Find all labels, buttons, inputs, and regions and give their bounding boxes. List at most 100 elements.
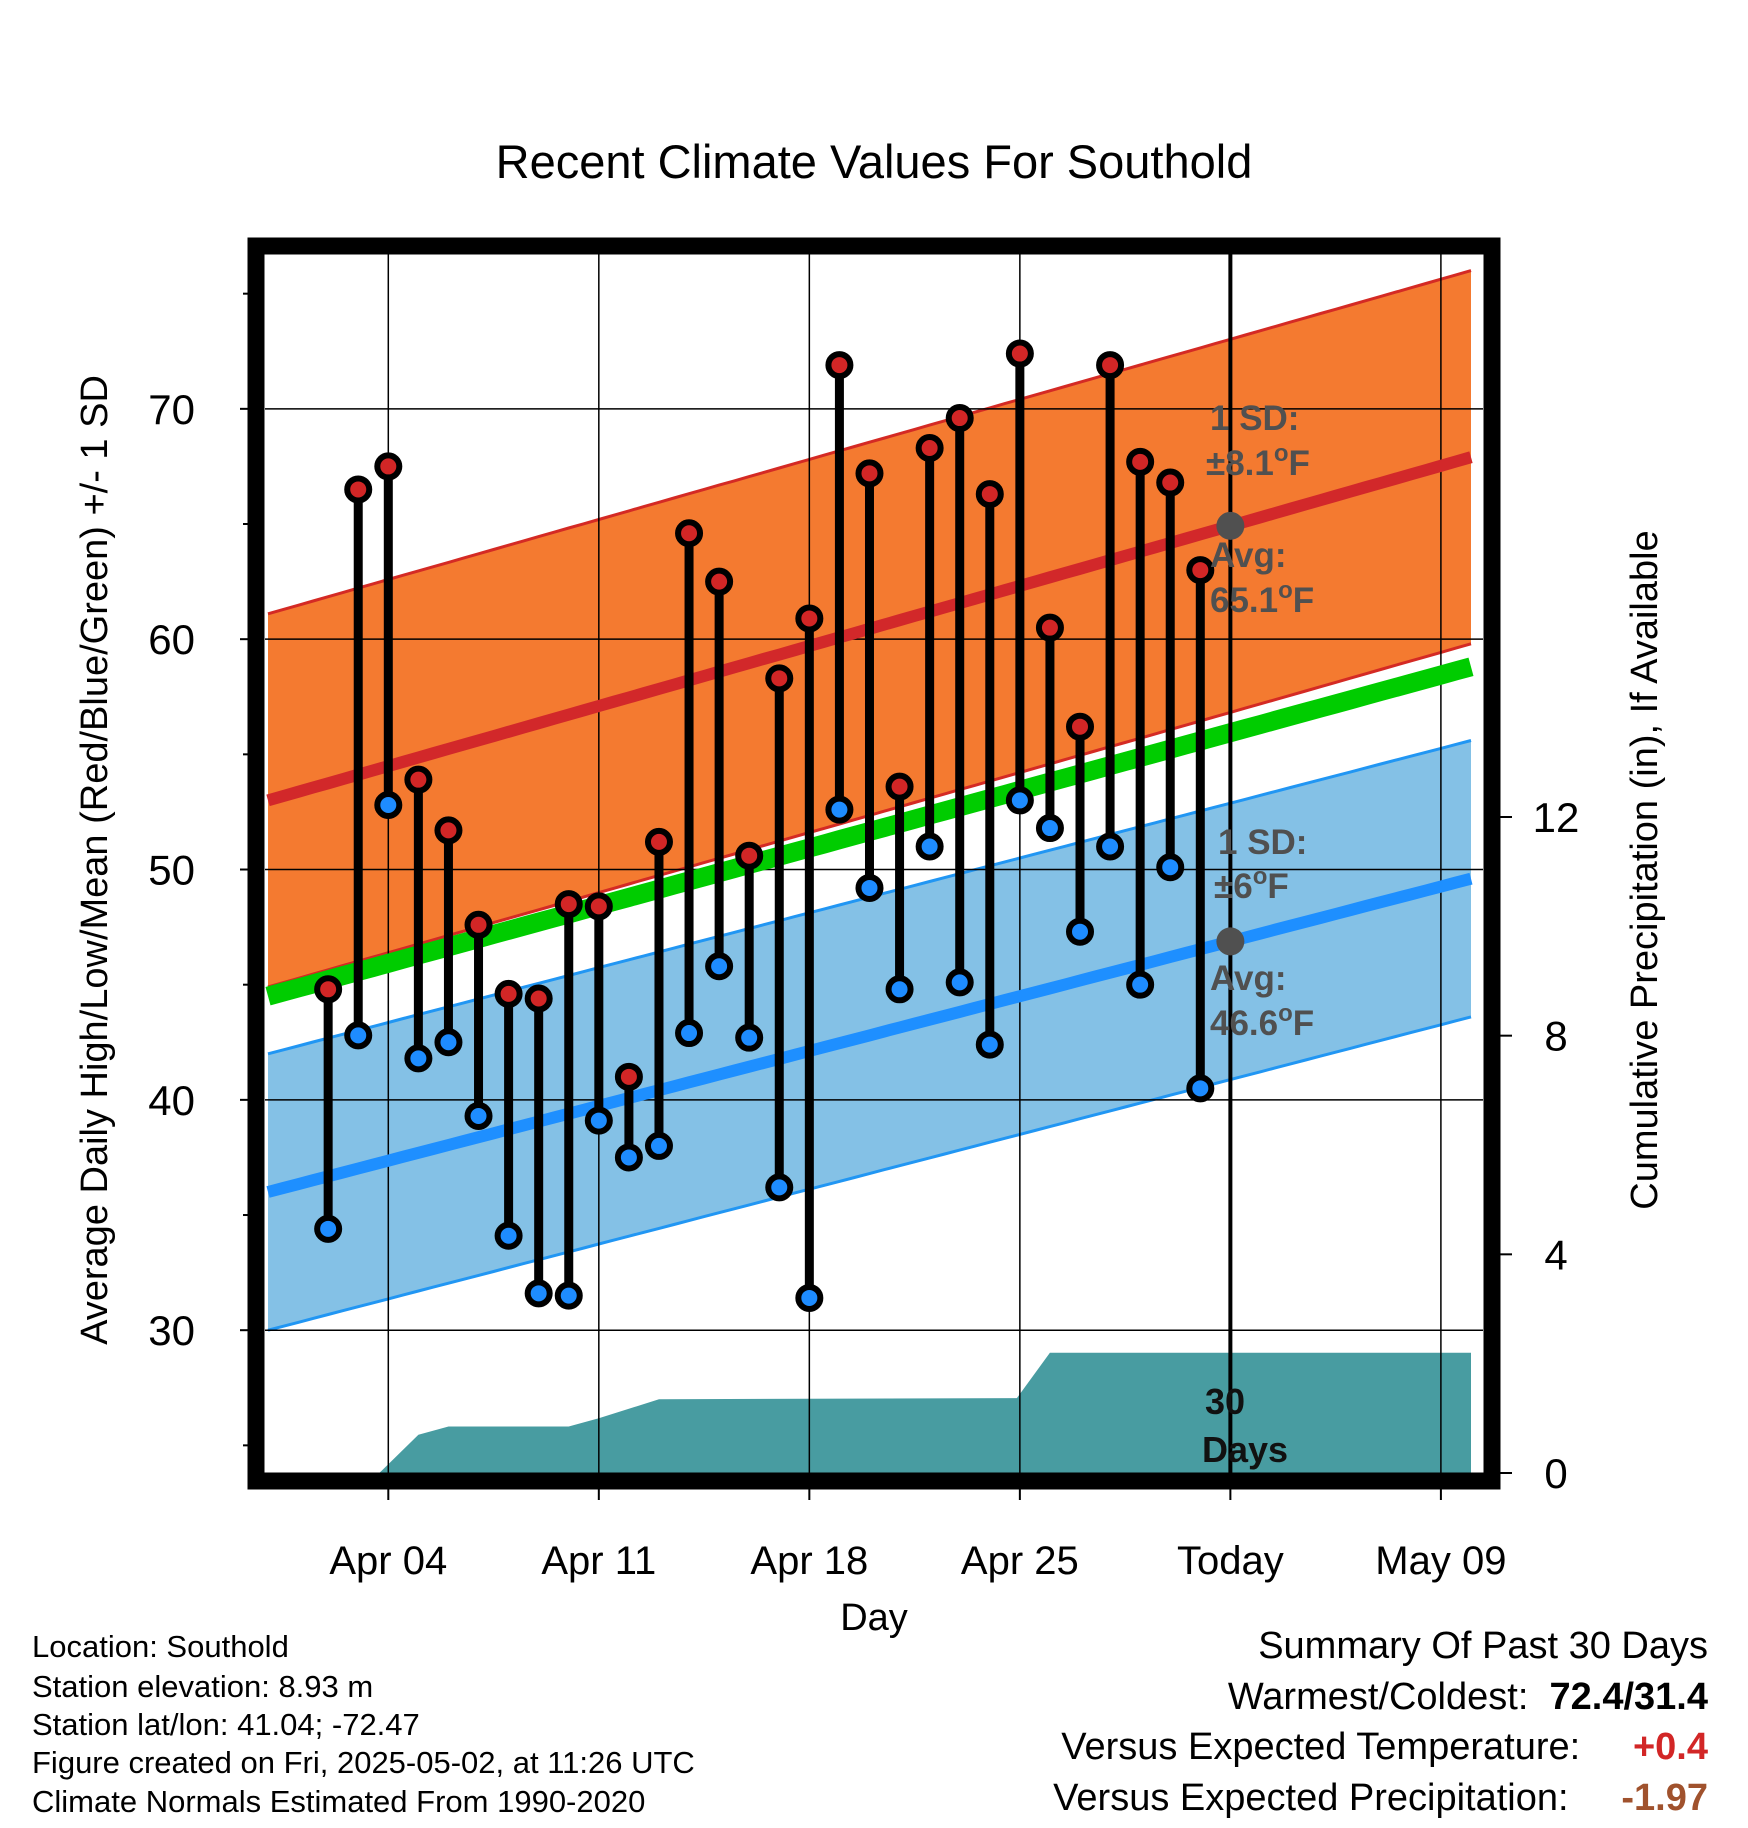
daily-low-point [1096,832,1125,861]
days-label-word: Days [1202,1429,1288,1470]
daily-high-point [374,452,403,481]
daily-high-point [795,604,824,633]
high-sd-value: ±8.1oF [1206,440,1310,483]
daily-low-point [494,1221,523,1250]
daily-high-point [1066,712,1095,741]
y2-tick-label: 12 [1533,794,1580,841]
daily-low-point [675,1019,704,1048]
chart-title: Recent Climate Values For Southold [496,135,1253,188]
days-label-number: 30 [1205,1381,1245,1422]
daily-low-point [314,1214,343,1243]
daily-high-point [1186,556,1215,585]
daily-low-point [1066,917,1095,946]
daily-high-point [975,480,1004,509]
daily-high-point [524,984,553,1013]
y-axis-label: Average Daily High/Low/Mean (Red/Blue/Gr… [74,375,116,1345]
daily-high-point [945,404,974,433]
precip-anomaly-value: -1.97 [1621,1777,1708,1819]
daily-high-point [584,892,613,921]
daily-high-point [1005,339,1034,368]
low-avg-value: 46.6oF [1210,1000,1314,1043]
daily-high-point [825,351,854,380]
daily-high-point [644,827,673,856]
daily-low-point [705,952,734,981]
summary-title: Summary Of Past 30 Days [1258,1625,1708,1667]
info-elevation: Station elevation: 8.93 m [32,1669,374,1704]
daily-high-point [765,664,794,693]
daily-high-point [915,434,944,462]
daily-low-point [765,1173,794,1202]
summary-temp: Versus Expected Temperature: +0.4 [1061,1728,1708,1766]
precip-label: Versus Expected Precipitation: [1053,1777,1569,1819]
daily-high-point [1096,351,1125,380]
daily-low-point [825,795,854,824]
daily-high-point [464,910,493,939]
daily-high-point [494,979,523,1008]
daily-low-point [614,1143,643,1172]
daily-low-point [975,1030,1004,1059]
low-sd-lower-edge [267,1015,1472,1332]
info-location: Location: Southold [32,1629,289,1664]
daily-low-point [554,1281,583,1310]
y-tick-label: 40 [148,1077,195,1124]
daily-high-point [735,841,764,870]
y-tick-label: 70 [148,386,195,433]
info-latlon: Station lat/lon: 41.04; -72.47 [32,1707,420,1742]
x-axis-label: Day [840,1597,908,1639]
daily-low-point [915,832,944,861]
high-avg-label: Avg: [1210,536,1286,575]
daily-low-point [795,1283,824,1312]
daily-low-point [464,1101,493,1130]
x-tick-label: Apr 04 [329,1539,447,1583]
daily-low-point [1156,853,1185,882]
daily-high-point [1156,468,1185,497]
summary-warm-cold: Warmest/Coldest: 72.4/31.4 [1228,1678,1708,1716]
today-high-normal-marker [1216,511,1245,540]
daily-low-point [1005,786,1034,815]
low-sd-label: 1 SD: [1218,823,1307,862]
daily-low-point [945,968,974,997]
temp-anomaly-value: +0.4 [1632,1726,1708,1768]
daily-low-point [1035,814,1064,843]
high-sd-upper-edge [267,269,1472,616]
high-avg-value: 65.1oF [1210,577,1314,620]
daily-low-point [584,1106,613,1135]
x-tick-label: May 09 [1375,1539,1506,1583]
y-tick-label: 60 [148,616,195,663]
daily-low-point [434,1028,463,1057]
daily-high-point [314,975,343,1004]
daily-high-point [855,459,884,488]
x-tick-label: Apr 11 [541,1539,656,1583]
daily-low-point [524,1279,553,1308]
x-tick-label: Apr 25 [961,1539,1079,1583]
daily-high-point [1035,613,1064,642]
today-low-normal-marker [1216,927,1245,956]
daily-high-point [404,765,433,794]
low-avg-label: Avg: [1210,959,1286,998]
daily-low-point [374,791,403,820]
daily-high-point [675,519,704,548]
info-normals: Climate Normals Estimated From 1990-2020 [32,1784,646,1819]
daily-high-point [705,567,734,596]
plot-frame [247,237,1501,1490]
daily-low-point [885,975,914,1004]
y2-tick-label: 4 [1544,1231,1567,1278]
daily-low-point [855,873,884,902]
daily-low-point [644,1131,673,1160]
daily-low-point [404,1044,433,1073]
daily-low-point [735,1023,764,1052]
y2-axis-label: Cumulative Precipitation (in), If Availa… [1624,530,1666,1209]
y-tick-label: 30 [148,1307,195,1354]
x-tick-label: Apr 18 [750,1539,868,1583]
daily-high-point [1126,447,1155,476]
low-sd-value: ±6oF [1214,863,1289,906]
temp-label: Versus Expected Temperature: [1061,1726,1581,1768]
precipitation-area [268,1352,1471,1473]
daily-high-point [344,475,373,504]
axes: 30 40 50 60 70 0 4 8 12 Apr 04 Apr 11 Apr 18 Apr 25 T… [148,237,1580,1583]
daily-high-point [554,890,583,919]
daily-high-point [614,1062,643,1091]
y2-tick-label: 0 [1544,1450,1567,1497]
